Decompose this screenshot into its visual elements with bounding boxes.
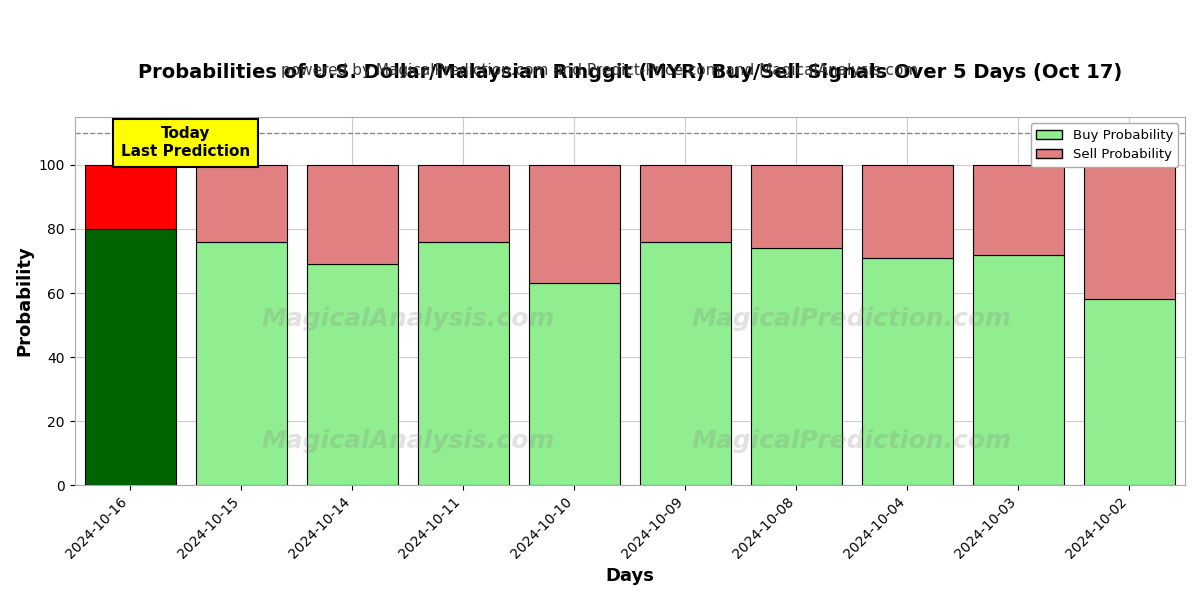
- Bar: [196, 165, 287, 242]
- Bar: [862, 165, 953, 258]
- Bar: [418, 242, 509, 485]
- Bar: [751, 248, 842, 485]
- Bar: [1084, 299, 1175, 485]
- Title: Probabilities of U.S. Dollar/Malaysian Ringgit (MYR) Buy/Sell Signals Over 5 Day: Probabilities of U.S. Dollar/Malaysian R…: [138, 63, 1122, 82]
- Text: MagicalPrediction.com: MagicalPrediction.com: [692, 307, 1012, 331]
- Bar: [85, 165, 175, 229]
- Bar: [973, 254, 1064, 485]
- X-axis label: Days: Days: [605, 567, 654, 585]
- Bar: [751, 165, 842, 248]
- Bar: [862, 258, 953, 485]
- Text: powered by MagicalPrediction.com and Predict-Price.com and MagicalAnalysis.com: powered by MagicalPrediction.com and Pre…: [281, 63, 919, 78]
- Bar: [1084, 165, 1175, 299]
- Bar: [640, 242, 731, 485]
- Bar: [640, 165, 731, 242]
- Bar: [196, 242, 287, 485]
- Bar: [973, 165, 1064, 254]
- Bar: [418, 165, 509, 242]
- Text: MagicalPrediction.com: MagicalPrediction.com: [692, 429, 1012, 453]
- Text: Today
Last Prediction: Today Last Prediction: [121, 127, 251, 159]
- Text: MagicalAnalysis.com: MagicalAnalysis.com: [262, 307, 554, 331]
- Bar: [307, 264, 397, 485]
- Bar: [307, 165, 397, 264]
- Bar: [529, 165, 620, 283]
- Legend: Buy Probability, Sell Probability: Buy Probability, Sell Probability: [1031, 124, 1178, 167]
- Bar: [85, 229, 175, 485]
- Text: MagicalAnalysis.com: MagicalAnalysis.com: [262, 429, 554, 453]
- Bar: [529, 283, 620, 485]
- Y-axis label: Probability: Probability: [16, 245, 34, 356]
